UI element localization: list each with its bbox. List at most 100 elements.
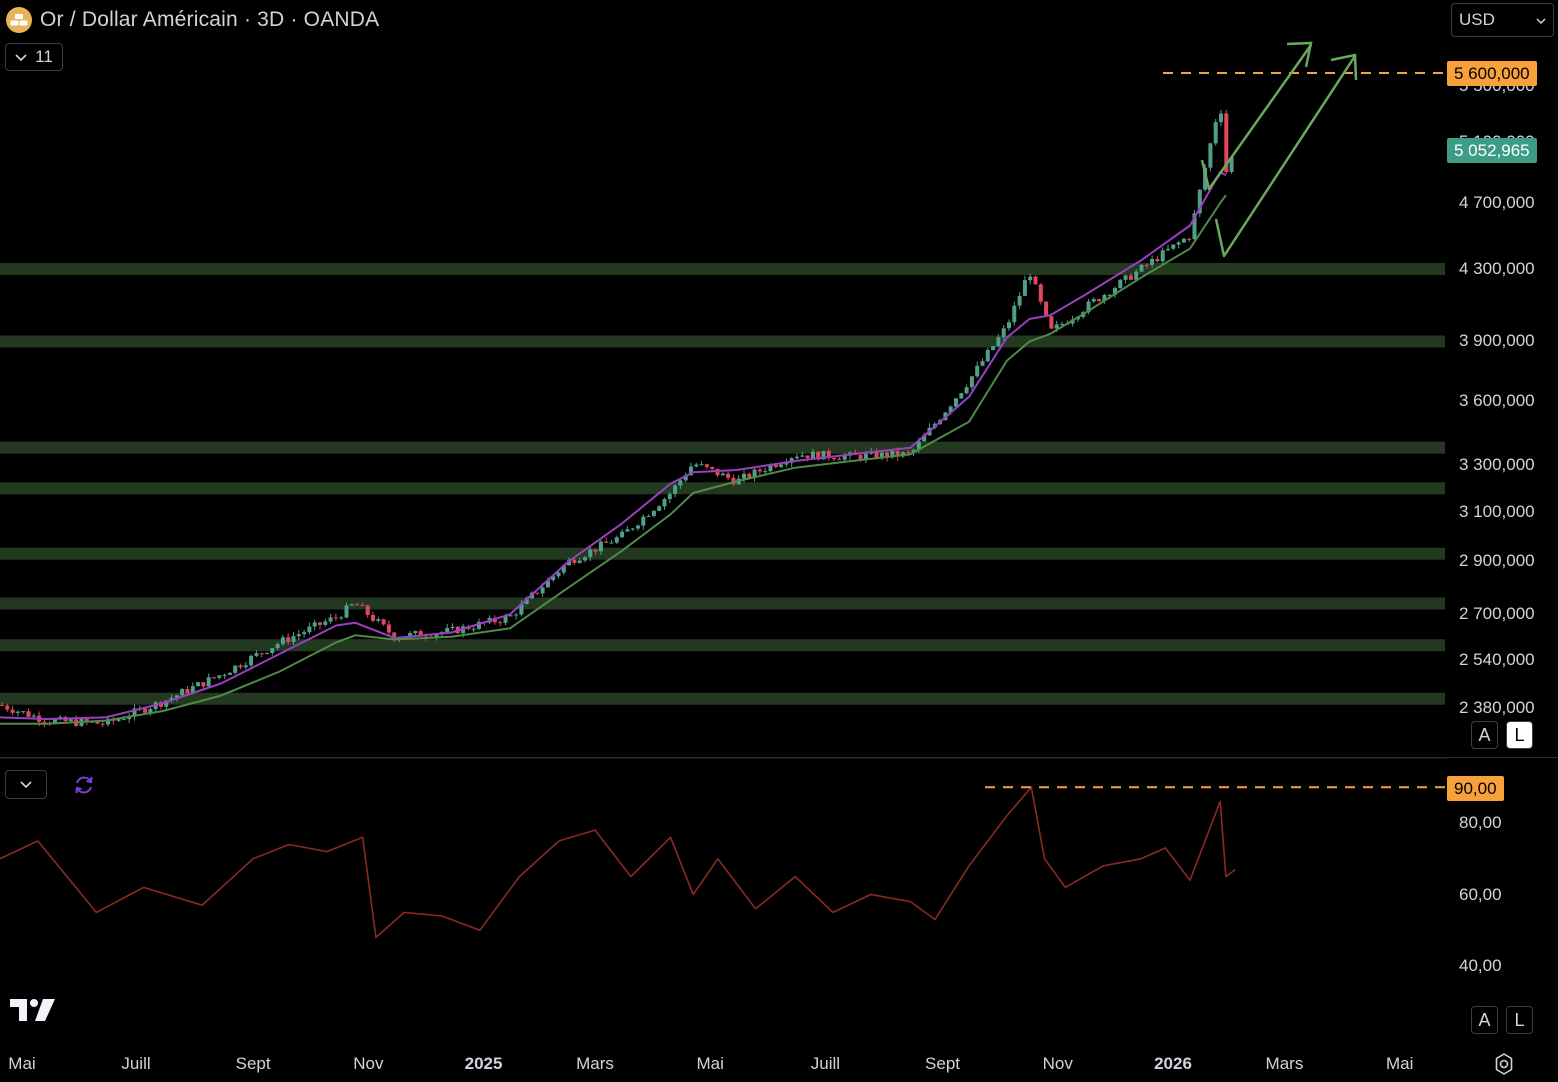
candle-up — [551, 576, 556, 581]
candle-down — [885, 452, 890, 458]
candle-up — [328, 617, 333, 622]
rsi-scale-log-button[interactable]: L — [1506, 1006, 1533, 1034]
candle-up — [296, 634, 301, 637]
candle-down — [1224, 113, 1229, 172]
rsi-tick: 40,00 — [1459, 956, 1502, 975]
tradingview-logo[interactable] — [10, 998, 56, 1027]
candle-up — [630, 528, 635, 530]
rsi-line — [0, 786, 1236, 939]
candle-down — [360, 604, 365, 606]
candle-down — [816, 451, 821, 460]
candle-up — [752, 469, 757, 478]
candle-up — [1091, 299, 1096, 302]
candle-up — [964, 387, 969, 394]
candle-up — [434, 633, 439, 638]
time-tick: Sept — [925, 1054, 961, 1073]
candle-down — [1128, 275, 1133, 280]
candle-down — [731, 477, 736, 485]
candle-up — [1219, 113, 1223, 123]
candle-up — [1197, 189, 1202, 214]
time-tick: Mars — [576, 1054, 614, 1073]
candle-up — [180, 689, 185, 696]
price-tick: 4 700,000 — [1459, 193, 1535, 213]
candle-up — [323, 621, 328, 625]
candle-up — [222, 674, 227, 676]
candle-up — [863, 453, 868, 460]
candle-down — [95, 721, 100, 724]
rsi-indicator — [0, 786, 1447, 939]
candle-up — [1017, 295, 1022, 306]
currency-value: USD — [1459, 10, 1495, 29]
pane-separator[interactable] — [0, 757, 1558, 758]
time-tick: Mai — [696, 1054, 724, 1073]
candle-up — [789, 458, 794, 463]
candle-up — [577, 560, 582, 564]
candle-up — [307, 626, 312, 633]
currency-select[interactable]: USD — [1451, 3, 1554, 37]
candle-down — [5, 705, 10, 710]
candle-up — [689, 466, 693, 476]
price-scale-log-button[interactable]: L — [1506, 721, 1533, 749]
candle-up — [164, 700, 169, 707]
rsi-scale-auto-button[interactable]: A — [1471, 1006, 1498, 1034]
indicators-collapse-button[interactable]: 11 — [5, 43, 63, 71]
symbol-title[interactable]: Or / Dollar Américain · 3D · OANDA — [40, 8, 380, 31]
candle-up — [954, 398, 958, 407]
candle-down — [832, 458, 837, 460]
ema-fast-line — [0, 171, 1227, 720]
time-tick: Nov — [1042, 1054, 1073, 1073]
candle-up — [270, 648, 275, 653]
candle-down — [1038, 284, 1043, 302]
candle-down — [704, 464, 709, 467]
candle-up — [662, 499, 667, 507]
chevron-down-icon — [1536, 10, 1546, 30]
rsi-tick: 80,00 — [1459, 813, 1502, 832]
candle-up — [588, 549, 593, 558]
candle-down — [826, 450, 831, 459]
price-tick: 4 300,000 — [1459, 259, 1535, 279]
price-scale-auto-button[interactable]: A — [1471, 721, 1498, 749]
candle-down — [185, 689, 190, 694]
candle-up — [540, 587, 545, 594]
candle-up — [413, 631, 418, 634]
candle-up — [503, 616, 508, 623]
candle-up — [1213, 122, 1218, 144]
candle-up — [975, 365, 980, 377]
candle-up — [1203, 167, 1208, 190]
candle-up — [1229, 157, 1234, 172]
candle-up — [842, 455, 847, 460]
candle-up — [583, 557, 587, 561]
gear-icon[interactable] — [1491, 1051, 1517, 1077]
rsi-level-label: 90,00 — [1447, 776, 1504, 801]
support-zones — [0, 263, 1445, 705]
candle-up — [1007, 322, 1011, 329]
price-tick: 3 600,000 — [1459, 390, 1535, 410]
candle-up — [678, 480, 683, 486]
candle-up — [106, 718, 110, 725]
candle-up — [1166, 248, 1170, 251]
indicator-collapse-button[interactable] — [5, 770, 47, 799]
rsi-tick: 60,00 — [1459, 884, 1502, 904]
candle-up — [625, 529, 630, 532]
candle-down — [715, 468, 720, 476]
candlestick-series — [0, 109, 1234, 728]
candle-down — [333, 617, 338, 619]
refresh-icon[interactable] — [72, 773, 96, 797]
candle-up — [742, 473, 746, 479]
candle-up — [127, 716, 132, 720]
support-zone — [0, 547, 1445, 560]
candle-up — [959, 393, 964, 399]
support-zone — [0, 639, 1445, 652]
price-tick: 2 900,000 — [1459, 551, 1535, 571]
candle-up — [980, 361, 985, 366]
candle-up — [249, 655, 254, 666]
candle-up — [265, 652, 269, 654]
candle-down — [895, 450, 900, 457]
time-tick: Mai — [1385, 1054, 1414, 1073]
candle-down — [593, 549, 598, 552]
candle-up — [646, 515, 651, 517]
candle-up — [524, 597, 529, 605]
candle-up — [673, 485, 678, 494]
candle-up — [636, 525, 640, 529]
